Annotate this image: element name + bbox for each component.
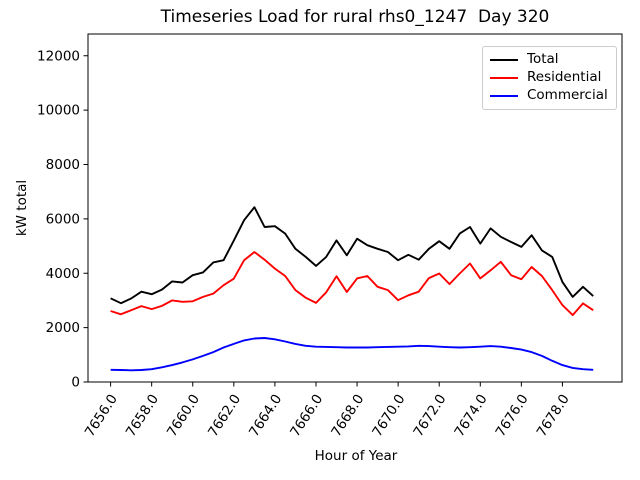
x-axis-label: Hour of Year (314, 448, 398, 464)
x-tick-label: 7678.0 (534, 391, 573, 439)
chart-title: Timeseries Load for rural rhs0_1247 Day … (160, 7, 550, 27)
x-tick-label: 7670.0 (369, 391, 408, 439)
series-line-total (110, 206, 594, 305)
x-tick-label: 7656.0 (82, 391, 121, 439)
axes-frame (87, 33, 623, 383)
x-tick-label: 7666.0 (287, 391, 326, 439)
series-line-commercial (110, 337, 594, 372)
y-tick-label: 6000 (46, 211, 80, 227)
y-tick-label: 10000 (37, 103, 80, 119)
x-tick-label: 7662.0 (205, 391, 244, 439)
x-tick-label: 7660.0 (164, 391, 203, 439)
legend: Total Residential Commercial (482, 46, 617, 110)
y-tick-label: 8000 (46, 157, 80, 173)
legend-label-residential: Residential (527, 69, 602, 86)
y-tick-label: 4000 (46, 266, 80, 282)
legend-label-commercial: Commercial (527, 87, 608, 104)
series-line-residential (110, 251, 594, 317)
x-tick-label: 7668.0 (328, 391, 367, 439)
legend-item-residential: Residential (490, 71, 609, 85)
commercial-line-swatch-icon (490, 95, 518, 97)
x-tick-label: 7658.0 (123, 391, 162, 439)
y-tick-label: 12000 (37, 48, 80, 64)
y-tick-label: 0 (71, 375, 80, 391)
legend-item-total: Total (490, 53, 609, 67)
y-axis-label: kW total (14, 179, 30, 237)
x-tick-label: 7676.0 (493, 391, 532, 439)
x-tick-label: 7674.0 (451, 391, 490, 439)
residential-line-swatch-icon (490, 77, 518, 79)
y-tick-label: 2000 (46, 320, 80, 336)
x-tick-label: 7664.0 (246, 391, 285, 439)
legend-item-commercial: Commercial (490, 89, 609, 103)
legend-label-total: Total (527, 51, 559, 68)
x-tick-label: 7672.0 (410, 391, 449, 439)
total-line-swatch-icon (490, 59, 518, 61)
